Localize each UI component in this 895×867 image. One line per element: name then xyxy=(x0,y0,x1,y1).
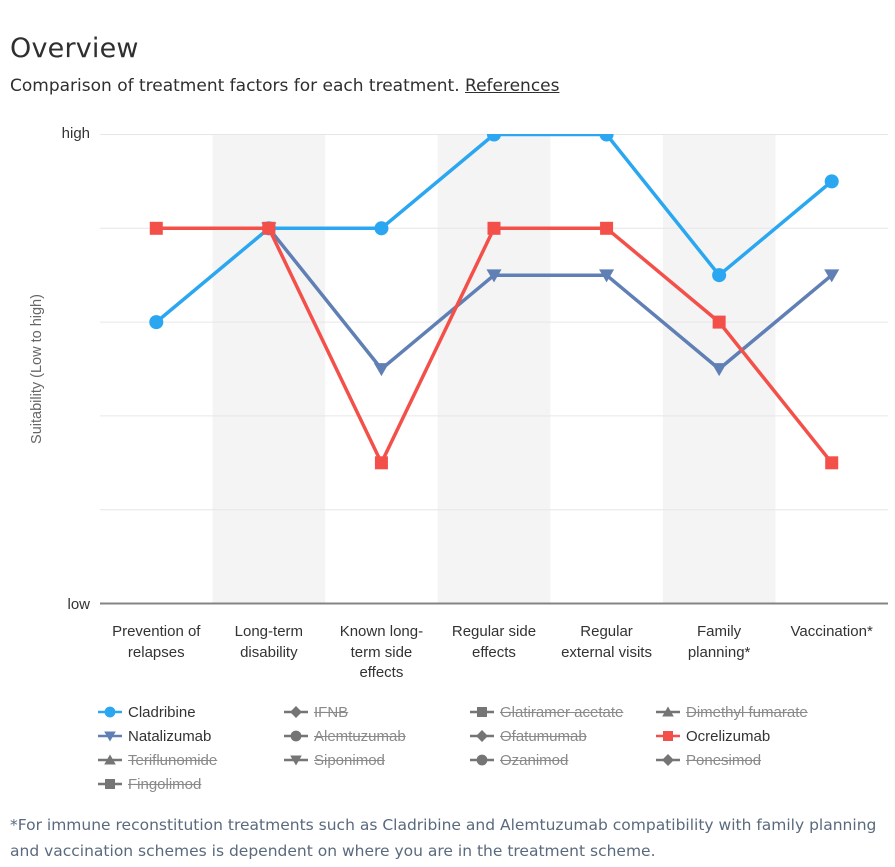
series-ocrelizumab[interactable] xyxy=(149,221,839,470)
data-point-marker[interactable] xyxy=(373,363,389,377)
triangle-down-marker-icon xyxy=(98,731,122,742)
data-point-marker[interactable] xyxy=(104,731,116,742)
data-point-marker[interactable] xyxy=(824,269,840,283)
diamond-marker-icon xyxy=(656,754,680,766)
legend-label: Ozanimod xyxy=(500,751,569,769)
data-point-marker[interactable] xyxy=(104,706,116,718)
legend-label: Glatiramer acetate xyxy=(500,703,624,721)
legend-item-ifnb[interactable]: IFNB xyxy=(283,703,469,721)
legend-item-ozanimod[interactable]: Ozanimod xyxy=(469,751,655,769)
data-point-marker[interactable] xyxy=(290,706,302,718)
legend-label: Teriflunomide xyxy=(128,751,218,769)
data-point-marker[interactable] xyxy=(599,134,614,142)
subtitle-text: Comparison of treatment factors for each… xyxy=(10,76,460,96)
legend-label: Natalizumab xyxy=(128,727,212,745)
data-point-marker[interactable] xyxy=(476,730,488,742)
square-marker-icon xyxy=(656,731,680,741)
x-axis-label: Prevention of relapses xyxy=(112,623,201,661)
data-point-marker[interactable] xyxy=(599,269,615,283)
legend-item-cladribine[interactable]: Cladribine xyxy=(97,703,283,721)
data-point-marker[interactable] xyxy=(262,221,276,235)
data-point-marker[interactable] xyxy=(290,730,302,742)
legend-label: Cladribine xyxy=(128,703,196,721)
plot-band xyxy=(212,134,326,604)
legend-item-natalizumab[interactable]: Natalizumab xyxy=(97,727,283,745)
data-point-marker[interactable] xyxy=(711,363,727,377)
references-link[interactable]: References xyxy=(465,76,560,96)
data-point-marker[interactable] xyxy=(486,134,502,142)
legend-label: Ocrelizumab xyxy=(686,727,771,745)
circle-marker-icon xyxy=(470,754,494,766)
legend-item-fingolimod[interactable]: Fingolimod xyxy=(97,775,283,793)
x-axis-label: Known long-term side effects xyxy=(339,623,424,682)
data-point-marker[interactable] xyxy=(825,456,839,470)
triangle-marker-icon xyxy=(656,706,680,717)
legend-item-ofatumumab[interactable]: Ofatumumab xyxy=(469,727,655,745)
data-point-marker[interactable] xyxy=(149,315,164,330)
data-point-marker[interactable] xyxy=(477,707,487,717)
data-point-marker[interactable] xyxy=(476,754,488,766)
data-point-marker[interactable] xyxy=(149,221,163,235)
legend-label: Ponesimod xyxy=(686,751,762,769)
plot-band xyxy=(437,134,551,604)
data-point-marker[interactable] xyxy=(712,315,726,329)
legend-label: Siponimod xyxy=(314,751,385,769)
data-point-marker[interactable] xyxy=(662,706,674,717)
plot-area[interactable] xyxy=(100,134,888,605)
data-point-marker[interactable] xyxy=(662,754,674,766)
data-point-marker[interactable] xyxy=(824,174,839,189)
legend-label: Ofatumumab xyxy=(500,727,587,745)
legend-label: Fingolimod xyxy=(128,775,202,793)
x-axis-label: Vaccination* xyxy=(790,623,873,640)
triangle-down-marker-icon xyxy=(284,755,308,766)
legend-item-siponimod[interactable]: Siponimod xyxy=(283,751,469,769)
x-axis-label: Regular side effects xyxy=(451,623,537,661)
square-marker-icon xyxy=(470,707,494,717)
diamond-marker-icon xyxy=(284,706,308,718)
data-point-marker[interactable] xyxy=(374,221,389,236)
triangle-marker-icon xyxy=(98,754,122,765)
legend-label: IFNB xyxy=(314,703,349,721)
data-point-marker[interactable] xyxy=(487,221,501,235)
square-marker-icon xyxy=(98,779,122,789)
data-point-marker[interactable] xyxy=(712,268,727,283)
x-axis-label: Regular external visits xyxy=(561,623,652,661)
y-axis-low-label: low xyxy=(67,596,90,613)
circle-marker-icon xyxy=(284,730,308,742)
footnote: *For immune reconstitution treatments su… xyxy=(10,816,877,861)
data-point-marker[interactable] xyxy=(486,269,502,283)
legend-item-alemtuzumab[interactable]: Alemtuzumab xyxy=(283,727,469,745)
legend-item-dimethyl-fumarate[interactable]: Dimethyl fumarate xyxy=(655,703,841,721)
x-axis-label: Family planning* xyxy=(687,623,751,661)
y-axis-high-label: high xyxy=(61,125,90,142)
diamond-marker-icon xyxy=(470,730,494,742)
data-point-marker[interactable] xyxy=(663,731,673,741)
page-subtitle: Comparison of treatment factors for each… xyxy=(10,76,559,96)
y-axis-title: Suitability (Low to high) xyxy=(29,294,45,444)
data-point-marker[interactable] xyxy=(104,754,116,765)
page-title: Overview xyxy=(10,33,139,64)
legend-item-ocrelizumab[interactable]: Ocrelizumab xyxy=(655,727,841,745)
x-axis-labels: Prevention of relapses Long-term disabili… xyxy=(100,622,888,684)
legend-item-ponesimod[interactable]: Ponesimod xyxy=(655,751,841,769)
legend-label: Dimethyl fumarate xyxy=(686,703,808,721)
legend-item-teriflunomide[interactable]: Teriflunomide xyxy=(97,751,283,769)
x-axis-label: Long-term disability xyxy=(234,623,304,661)
legend-item-glatiramer-acetate[interactable]: Glatiramer acetate xyxy=(469,703,655,721)
circle-marker-icon xyxy=(98,706,122,718)
legend-label: Alemtuzumab xyxy=(314,727,406,745)
data-point-marker[interactable] xyxy=(105,779,115,789)
data-point-marker[interactable] xyxy=(600,221,614,235)
series-line xyxy=(267,226,834,371)
data-point-marker[interactable] xyxy=(374,456,388,470)
data-point-marker[interactable] xyxy=(290,755,302,766)
chart-legend: Cladribine IFNB Glatiramer acetate Dimethyl… xyxy=(97,703,841,793)
